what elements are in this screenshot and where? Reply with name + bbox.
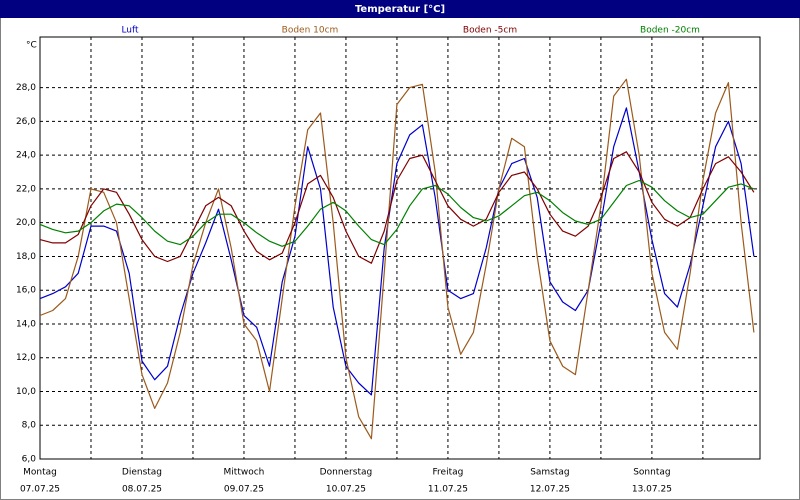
x-tick-date: 10.07.25 <box>326 485 366 495</box>
x-tick-label: Dienstag <box>122 468 162 478</box>
legend-label: Luft <box>121 26 139 36</box>
y-tick-label: 20,0 <box>16 218 36 228</box>
y-tick-label: 28,0 <box>16 83 36 93</box>
x-tick-date: 08.07.25 <box>122 485 162 495</box>
legend-label: Boden 10cm <box>282 26 339 36</box>
y-tick-label: 18,0 <box>16 252 36 262</box>
y-tick-label: 6,0 <box>22 455 37 465</box>
y-axis-label: °C <box>26 41 37 51</box>
x-tick-date: 07.07.25 <box>20 485 60 495</box>
line-series <box>39 107 755 396</box>
y-tick-label: 8,0 <box>22 421 37 431</box>
x-tick-date: 12.07.25 <box>530 485 570 495</box>
title-bar <box>0 0 800 18</box>
y-tick-label: 26,0 <box>16 117 36 127</box>
plot-area <box>39 36 761 460</box>
line-series <box>39 78 755 440</box>
x-tick-label: Sonntag <box>633 468 670 478</box>
x-tick-label: Donnerstag <box>320 468 373 478</box>
x-tick-label: Mittwoch <box>224 468 265 478</box>
y-tick-label: 22,0 <box>16 184 36 194</box>
x-tick-label: Samstag <box>530 468 569 478</box>
legend-label: Boden -20cm <box>640 26 700 36</box>
y-tick-label: 12,0 <box>16 353 36 363</box>
legend-label: Boden -5cm <box>463 26 517 36</box>
x-tick-date: 11.07.25 <box>428 485 468 495</box>
line-series <box>39 151 755 264</box>
y-tick-label: 10,0 <box>16 387 36 397</box>
chart-title: Temperatur [°C] <box>355 4 445 15</box>
line-series <box>39 179 755 247</box>
x-tick-date: 09.07.25 <box>224 485 264 495</box>
x-tick-label: Freitag <box>433 468 464 478</box>
y-tick-label: 24,0 <box>16 151 36 161</box>
y-tick-label: 16,0 <box>16 286 36 296</box>
x-tick-label: Montag <box>23 468 57 478</box>
x-tick-date: 13.07.25 <box>632 485 672 495</box>
y-tick-label: 14,0 <box>16 319 36 329</box>
